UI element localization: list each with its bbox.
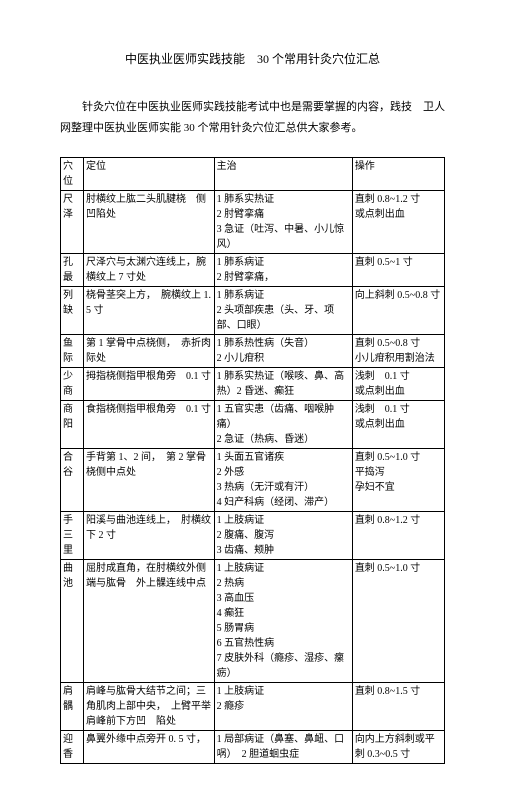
cell-ind: 1 肺系实热证（喉咳、鼻、高热）2 昏迷、癫狂 bbox=[214, 367, 352, 400]
cell-op: 浅刺 0.1 寸或点刺出血 bbox=[352, 367, 444, 400]
cell-name: 尺泽 bbox=[61, 190, 84, 253]
cell-name: 迎香 bbox=[61, 730, 84, 763]
cell-loc: 手背第 1、2 间， 第 2 掌骨桡侧中点处 bbox=[84, 448, 215, 511]
cell-name: 少商 bbox=[61, 367, 84, 400]
cell-op: 直刺 0.8~1.2 寸 bbox=[352, 511, 444, 559]
cell-loc: 阳溪与曲池连线上， 肘横纹下 2 寸 bbox=[84, 511, 215, 559]
cell-ind: 1 肺系实热证2 肘臂挛痛3 急证（吐泻、中暑、小儿惊风） bbox=[214, 190, 352, 253]
cell-ind: 1 局部病证（鼻塞、鼻衄、口㖞） 2 胆道蛔虫症 bbox=[214, 730, 352, 763]
cell-ind: 1 五官实患（齿痛、咽喉肿痛）2 急证（热病、昏迷） bbox=[214, 400, 352, 448]
table-row: 商阳食指桡侧指甲根角旁 0.1 寸1 五官实患（齿痛、咽喉肿痛）2 急证（热病、… bbox=[61, 400, 445, 448]
cell-name: 鱼际 bbox=[61, 334, 84, 367]
cell-op: 向上斜刺 0.5~0.8 寸 bbox=[352, 286, 444, 334]
cell-loc: 拇指桡侧指甲根角旁 0.1 寸 bbox=[84, 367, 215, 400]
cell-ind: 1 肺系病证2 头项部疾患（头、牙、项部、口眼） bbox=[214, 286, 352, 334]
cell-loc: 肘横纹上肱二头肌腱桡 侧凹陷处 bbox=[84, 190, 215, 253]
cell-op: 直刺 0.8~1.5 寸 bbox=[352, 682, 444, 730]
cell-loc: 尺泽穴与太渊穴连线上，腕横纹上 7 寸处 bbox=[84, 253, 215, 286]
cell-op: 直刺 0.5~1 寸 bbox=[352, 253, 444, 286]
table-row: 迎香鼻翼外缘中点旁开 0. 5 寸，1 局部病证（鼻塞、鼻衄、口㖞） 2 胆道蛔… bbox=[61, 730, 445, 763]
cell-name: 曲池 bbox=[61, 559, 84, 682]
cell-ind: 1 上肢病证2 腹痛、腹泻3 齿痛、颊肿 bbox=[214, 511, 352, 559]
cell-name: 孔最 bbox=[61, 253, 84, 286]
cell-loc: 食指桡侧指甲根角旁 0.1 寸 bbox=[84, 400, 215, 448]
cell-ind: 1 上肢病证2 瘾疹 bbox=[214, 682, 352, 730]
table-row: 列缺桡骨茎突上方， 腕横纹上 1.5 寸1 肺系病证2 头项部疾患（头、牙、项部… bbox=[61, 286, 445, 334]
table-row: 少商拇指桡侧指甲根角旁 0.1 寸1 肺系实热证（喉咳、鼻、高热）2 昏迷、癫狂… bbox=[61, 367, 445, 400]
cell-op: 浅刺 0.1 寸或点刺出血 bbox=[352, 400, 444, 448]
cell-op: 直刺 0.8~1.2 寸或点刺出血 bbox=[352, 190, 444, 253]
cell-ind: 1 肺系病证2 肘臂挛痛， bbox=[214, 253, 352, 286]
cell-name: 列缺 bbox=[61, 286, 84, 334]
cell-name: 商阳 bbox=[61, 400, 84, 448]
cell-loc: 肩峰与肱骨大结节之间；三角肌肉上部中央， 上臂平举肩峰前下方凹 陷处 bbox=[84, 682, 215, 730]
table-row: 手三里阳溪与曲池连线上， 肘横纹下 2 寸1 上肢病证2 腹痛、腹泻3 齿痛、颊… bbox=[61, 511, 445, 559]
table-header-row: 穴位 定位 主治 操作 bbox=[61, 157, 445, 190]
cell-ind: 1 肺系热性病（失音）2 小儿疳积 bbox=[214, 334, 352, 367]
cell-name: 合谷 bbox=[61, 448, 84, 511]
cell-op: 直刺 0.5~1.0 寸平捣泻孕妇不宜 bbox=[352, 448, 444, 511]
cell-name: 肩髃 bbox=[61, 682, 84, 730]
cell-loc: 桡骨茎突上方， 腕横纹上 1.5 寸 bbox=[84, 286, 215, 334]
cell-op: 直刺 0.5~0.8 寸小儿疳积用割治法 bbox=[352, 334, 444, 367]
acupoint-table: 穴位 定位 主治 操作 尺泽肘横纹上肱二头肌腱桡 侧凹陷处1 肺系实热证2 肘臂… bbox=[60, 157, 445, 764]
cell-op: 直刺 0.5~1.0 寸 bbox=[352, 559, 444, 682]
cell-loc: 屈肘成直角，在肘横纹外侧端与肱骨 外上髁连线中点 bbox=[84, 559, 215, 682]
cell-loc: 第 1 掌骨中点桡侧， 赤折肉际处 bbox=[84, 334, 215, 367]
intro-paragraph: 针灸穴位在中医执业医师实践技能考试中也是需要掌握的内容，践技 卫人网整理中医执业… bbox=[60, 97, 445, 139]
cell-op: 向内上方斜刺或平刺 0.3~0.5 寸 bbox=[352, 730, 444, 763]
cell-ind: 1 上肢病证2 热病3 高血压4 癫狂5 肠胃病6 五官热性病7 皮肤外科（瘾疹… bbox=[214, 559, 352, 682]
col-header-ind: 主治 bbox=[214, 157, 352, 190]
table-row: 合谷手背第 1、2 间， 第 2 掌骨桡侧中点处1 头面五官诸疾2 外感3 热病… bbox=[61, 448, 445, 511]
cell-ind: 1 头面五官诸疾2 外感3 热病（无汗或有汗）4 妇产科病（经闭、滞产） bbox=[214, 448, 352, 511]
table-row: 孔最尺泽穴与太渊穴连线上，腕横纹上 7 寸处1 肺系病证2 肘臂挛痛，直刺 0.… bbox=[61, 253, 445, 286]
intro-text: 针灸穴位在中医执业医师实践技能考试中也是需要掌握的内容，践技 卫人网整理中医执业… bbox=[60, 97, 445, 139]
table-row: 肩髃肩峰与肱骨大结节之间；三角肌肉上部中央， 上臂平举肩峰前下方凹 陷处1 上肢… bbox=[61, 682, 445, 730]
col-header-name: 穴位 bbox=[61, 157, 84, 190]
table-row: 曲池屈肘成直角，在肘横纹外侧端与肱骨 外上髁连线中点1 上肢病证2 热病3 高血… bbox=[61, 559, 445, 682]
col-header-op: 操作 bbox=[352, 157, 444, 190]
cell-name: 手三里 bbox=[61, 511, 84, 559]
cell-loc: 鼻翼外缘中点旁开 0. 5 寸， bbox=[84, 730, 215, 763]
table-row: 尺泽肘横纹上肱二头肌腱桡 侧凹陷处1 肺系实热证2 肘臂挛痛3 急证（吐泻、中暑… bbox=[61, 190, 445, 253]
document-title: 中医执业医师实践技能 30 个常用针灸穴位汇总 bbox=[60, 50, 445, 69]
table-row: 鱼际第 1 掌骨中点桡侧， 赤折肉际处1 肺系热性病（失音）2 小儿疳积直刺 0… bbox=[61, 334, 445, 367]
col-header-loc: 定位 bbox=[84, 157, 215, 190]
